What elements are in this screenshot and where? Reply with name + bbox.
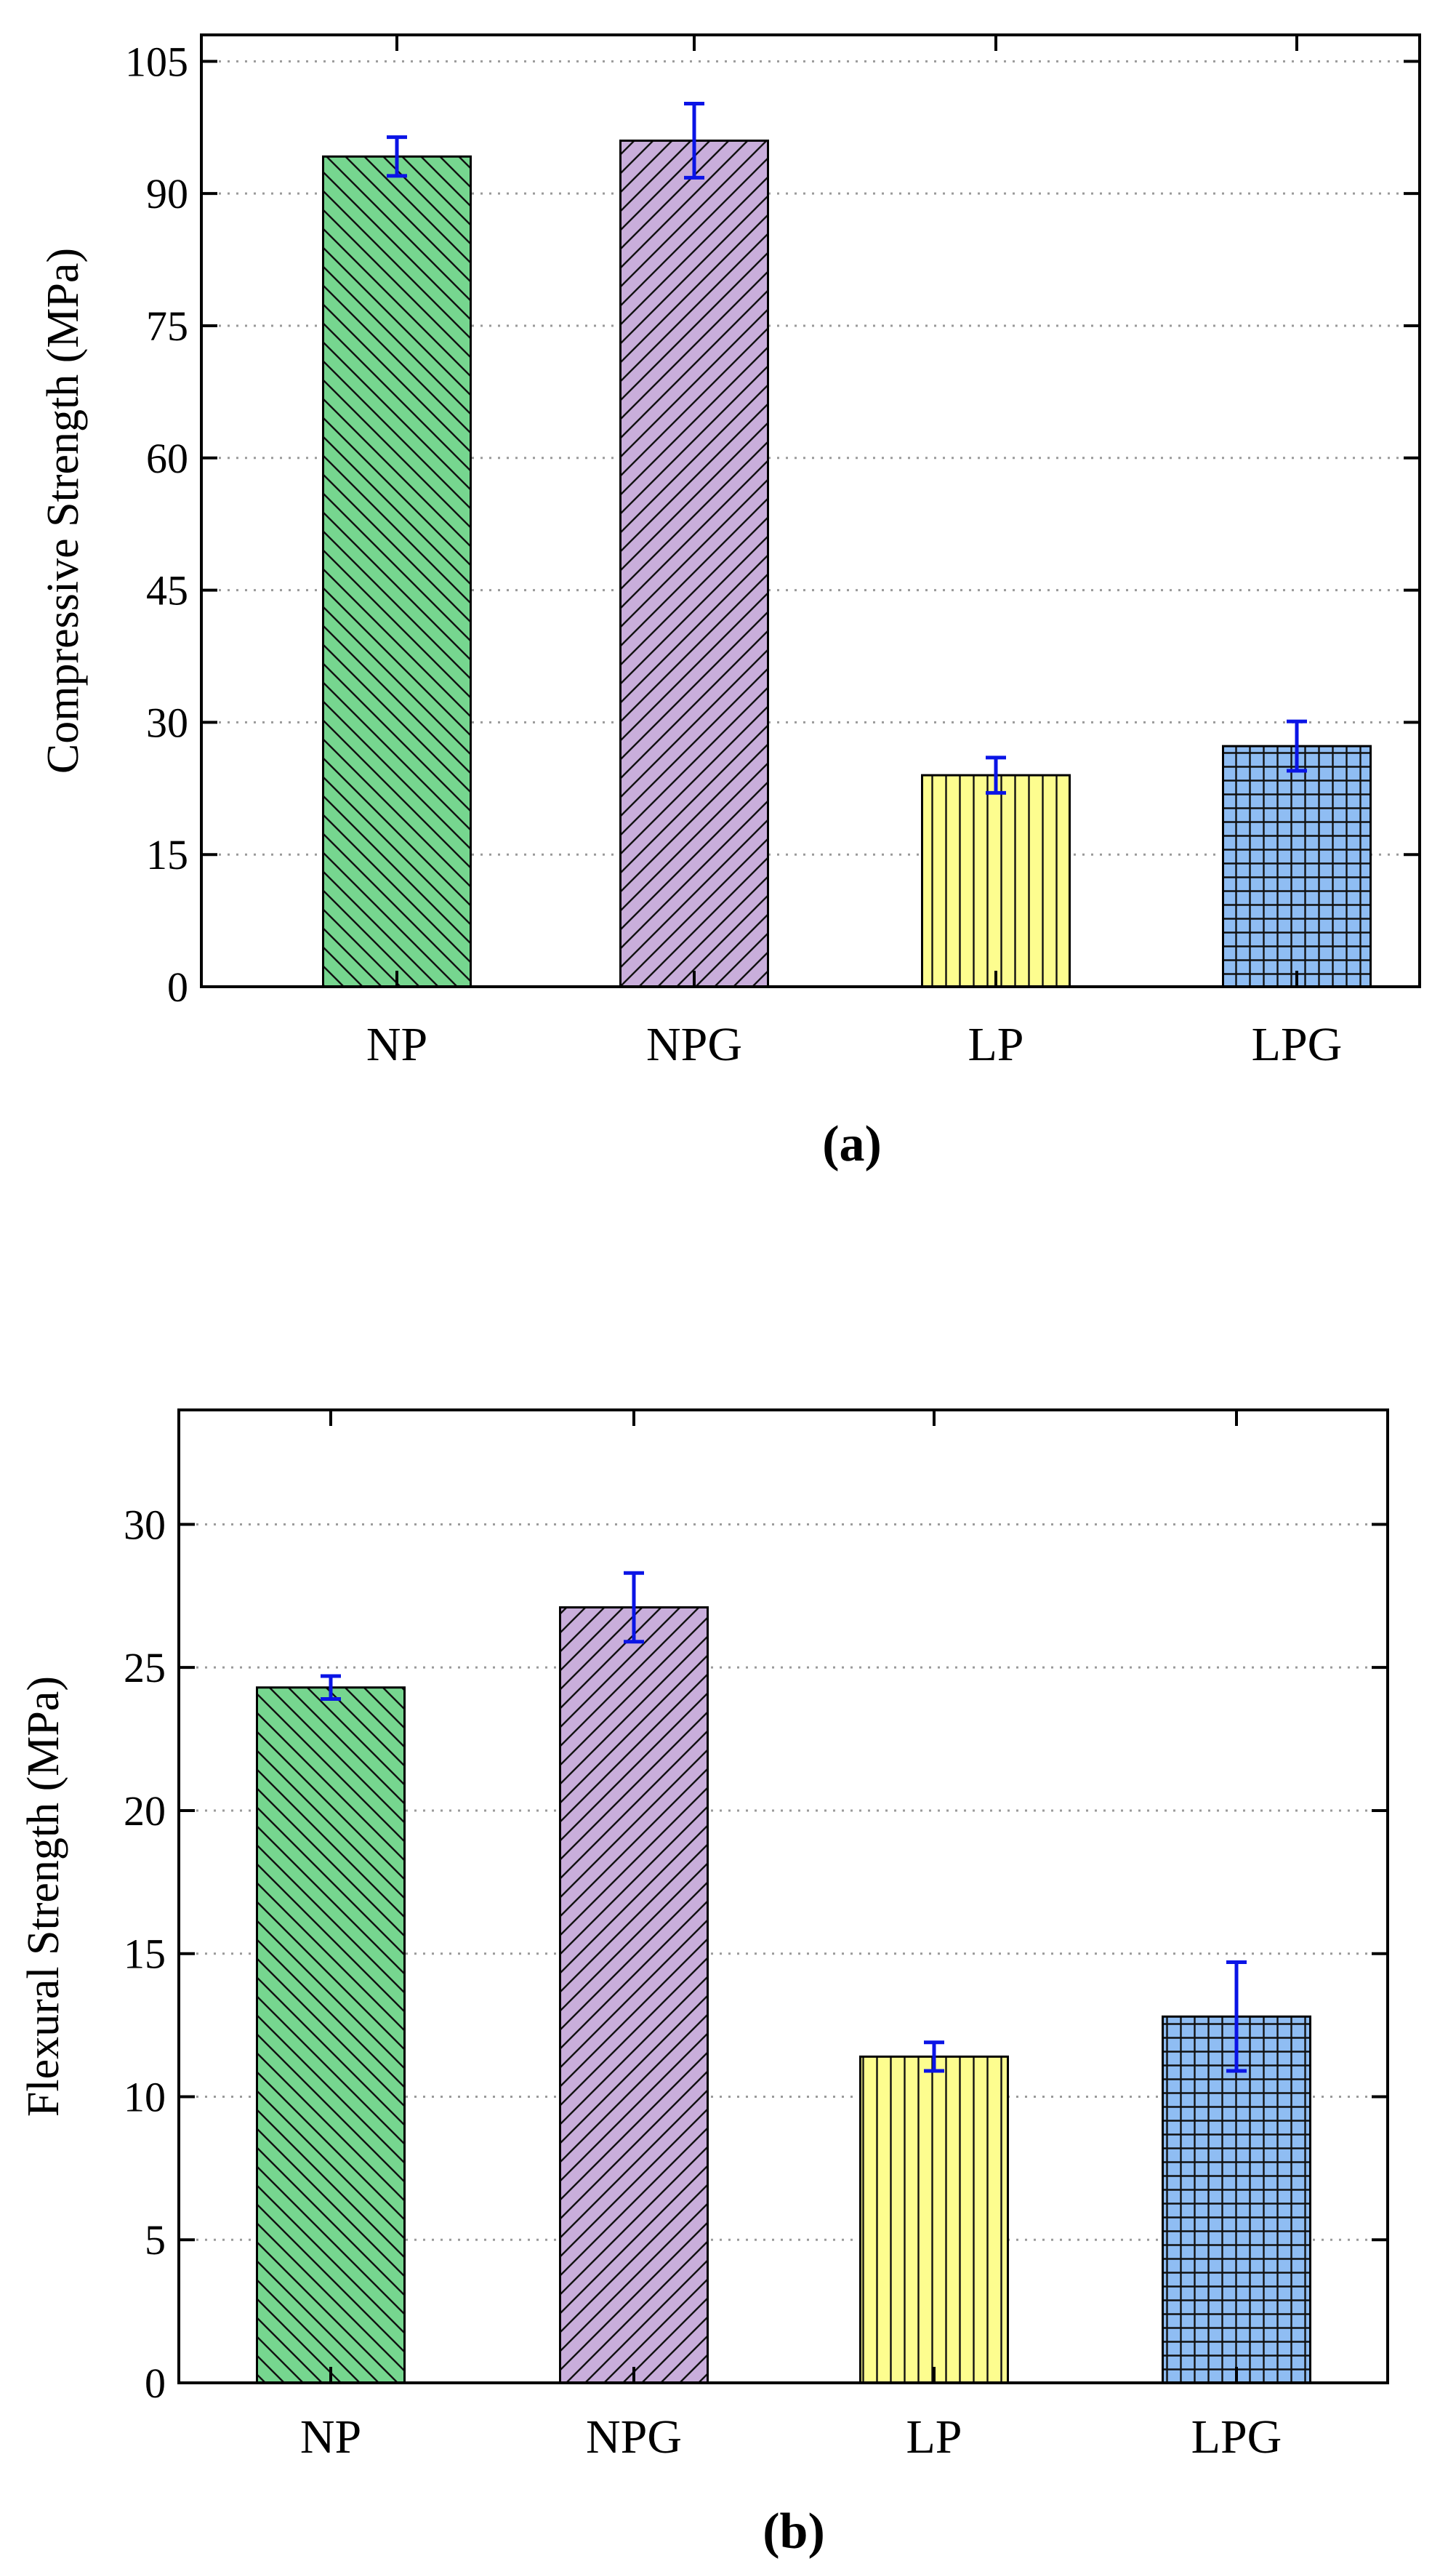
- bars-b: [256, 1606, 1311, 2384]
- x-tick-label-lp: LP: [906, 2410, 962, 2464]
- error-bar-npg-b: [624, 1571, 644, 1644]
- error-bar-npg-a: [684, 102, 704, 180]
- error-bar-lpg-b: [1226, 1960, 1247, 2073]
- y-tick-label: 45: [146, 567, 188, 614]
- error-bar-np-a: [387, 135, 407, 178]
- y-tick-label: 30: [124, 1501, 166, 1548]
- y-tick-label: 30: [146, 699, 188, 746]
- error-bar-np-b: [321, 1674, 341, 1701]
- x-tick-label-npg: NPG: [586, 2410, 682, 2464]
- y-tick-label: 20: [124, 1787, 166, 1835]
- y-tick-label: 15: [146, 831, 188, 878]
- error-bars-b: [321, 1571, 1247, 2073]
- bar-np-b: [256, 1686, 406, 2384]
- x-tick-label-lpg: LPG: [1252, 1018, 1343, 1071]
- x-tick-label-np: NP: [366, 1018, 427, 1071]
- bar-npg-b: [559, 1606, 709, 2384]
- bar-npg-a: [619, 139, 769, 988]
- bar-lpg-a: [1222, 745, 1372, 988]
- bars-a: [322, 139, 1372, 988]
- y-tick-label: 0: [167, 963, 188, 1011]
- bar-lp-a: [921, 774, 1071, 988]
- y-tick-label: 10: [124, 2073, 166, 2120]
- panel-label-b: (b): [763, 2504, 825, 2560]
- y-tick-label: 25: [124, 1644, 166, 1691]
- x-tick-label-npg: NPG: [646, 1018, 742, 1071]
- y-tick-label: 90: [146, 170, 188, 217]
- plot-frame-b: [177, 1408, 1389, 2384]
- panel-label-a: (a): [822, 1116, 882, 1172]
- y-tick-label: 15: [124, 1931, 166, 1978]
- x-tick-label-lp: LP: [968, 1018, 1023, 1071]
- y-tick-label: 75: [146, 302, 188, 350]
- flexural-strength-chart: 0 5 10 15 20 25 30 NP NPG LP LPG Flexural Strengt…: [19, 1408, 1389, 2560]
- bar-np-a: [322, 155, 472, 988]
- y-axis-title-b: Flexural Strength (MPa): [19, 1676, 68, 2117]
- y-ticks-b: 0 5 10 15 20 25 30: [124, 1410, 1388, 2407]
- x-tick-labels-a: NP NPG LP LPG: [366, 1018, 1343, 1071]
- compressive-strength-chart: 0 15 30 45 60 75 90 105 NP NPG LP LPG Compressive …: [39, 33, 1421, 1172]
- plot-frame-a: [200, 33, 1421, 988]
- x-tick-label-lpg: LPG: [1191, 2410, 1282, 2464]
- bar-lp-b: [859, 2055, 1009, 2384]
- y-axis-title-a: Compressive Strength (MPa): [39, 248, 88, 774]
- error-bar-lp-a: [986, 756, 1006, 795]
- error-bars-a: [387, 102, 1307, 795]
- x-tick-labels-b: NP NPG LP LPG: [300, 2410, 1282, 2464]
- y-ticks-a: 0 15 30 45 60 75 90 105: [125, 35, 1420, 1011]
- error-bar-lpg-a: [1287, 719, 1307, 773]
- bar-lpg-b: [1162, 2015, 1311, 2384]
- y-tick-label: 0: [145, 2360, 166, 2407]
- error-bar-lp-b: [924, 2040, 944, 2073]
- y-tick-label: 60: [146, 435, 188, 482]
- y-tick-label: 5: [145, 2216, 166, 2264]
- x-tick-label-np: NP: [300, 2410, 361, 2464]
- y-tick-label: 105: [125, 38, 188, 85]
